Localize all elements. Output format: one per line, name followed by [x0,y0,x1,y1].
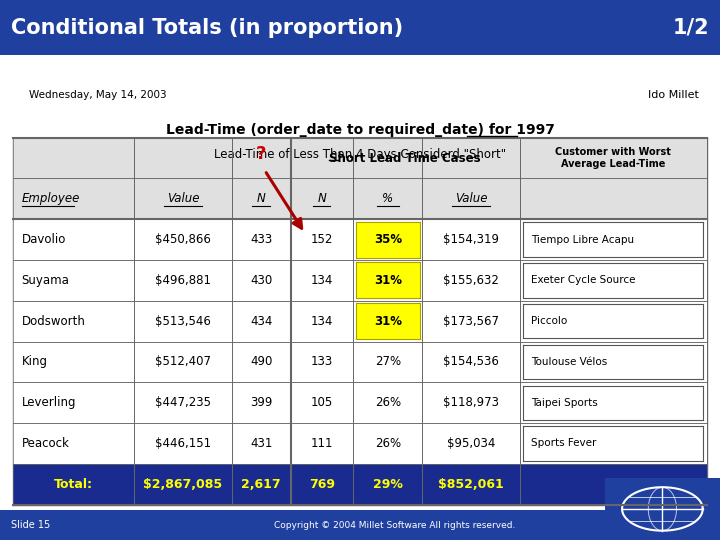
Text: Taipei Sports: Taipei Sports [531,397,598,408]
Text: 134: 134 [310,274,333,287]
Text: 769: 769 [309,478,335,491]
Text: 133: 133 [311,355,333,368]
Text: Slide 15: Slide 15 [11,520,50,530]
Text: $2,867,085: $2,867,085 [143,478,222,491]
Text: 152: 152 [310,233,333,246]
Text: ?: ? [256,145,266,163]
Text: King: King [22,355,48,368]
Text: Tiempo Libre Acapu: Tiempo Libre Acapu [531,234,634,245]
Text: 2,617: 2,617 [241,478,281,491]
Text: 1/2: 1/2 [672,17,709,37]
Text: Lead-Time (order_date to required_date) for 1997: Lead-Time (order_date to required_date) … [166,123,554,137]
Text: 29%: 29% [373,478,402,491]
Text: 399: 399 [250,396,272,409]
Text: Total:: Total: [54,478,93,491]
Text: $447,235: $447,235 [155,396,211,409]
Text: $173,567: $173,567 [443,315,499,328]
Text: $512,407: $512,407 [155,355,211,368]
Text: $513,546: $513,546 [155,315,211,328]
Text: 434: 434 [250,315,272,328]
Text: 111: 111 [310,437,333,450]
Text: N: N [257,192,266,205]
Text: Exeter Cycle Source: Exeter Cycle Source [531,275,636,285]
Text: $118,973: $118,973 [443,396,499,409]
Text: Piccolo: Piccolo [531,316,567,326]
Text: Conditional Totals (in proportion): Conditional Totals (in proportion) [11,17,403,37]
Text: Copyright © 2004 Millet Software All rights reserved.: Copyright © 2004 Millet Software All rig… [274,521,515,530]
Text: %: % [382,192,393,205]
Text: $154,319: $154,319 [443,233,499,246]
Text: 27%: 27% [374,355,401,368]
Text: Wednesday, May 14, 2003: Wednesday, May 14, 2003 [29,90,166,100]
Text: Peacock: Peacock [22,437,69,450]
Text: $446,151: $446,151 [155,437,211,450]
Text: Employee: Employee [22,192,80,205]
Text: Customer with Worst
Average Lead-Time: Customer with Worst Average Lead-Time [555,147,671,169]
Text: Dodsworth: Dodsworth [22,315,86,328]
Text: 31%: 31% [374,274,402,287]
Text: Toulouse Vélos: Toulouse Vélos [531,357,608,367]
Text: 105: 105 [311,396,333,409]
Text: Value: Value [167,192,199,205]
Text: Sports Fever: Sports Fever [531,438,597,448]
Text: Short Lead Time Cases: Short Lead Time Cases [329,152,481,165]
Text: $95,034: $95,034 [447,437,495,450]
Text: $852,061: $852,061 [438,478,504,491]
Text: 26%: 26% [374,396,401,409]
Text: Ido Millet: Ido Millet [647,90,698,100]
Text: 431: 431 [250,437,272,450]
Text: Davolio: Davolio [22,233,66,246]
Text: Value: Value [455,192,487,205]
Text: 490: 490 [250,355,272,368]
Text: 31%: 31% [374,315,402,328]
Text: 134: 134 [310,315,333,328]
Text: Leverling: Leverling [22,396,76,409]
Text: 430: 430 [250,274,272,287]
Text: 433: 433 [250,233,272,246]
Text: $154,536: $154,536 [443,355,499,368]
Text: $155,632: $155,632 [443,274,499,287]
Text: Lead-Time (order_date to required_date) for 1997: Lead-Time (order_date to required_date) … [166,123,554,137]
Text: 35%: 35% [374,233,402,246]
Text: $496,881: $496,881 [155,274,211,287]
Text: $450,866: $450,866 [155,233,211,246]
Text: Lead-Time of Less Than 4 Days Considerd "Short": Lead-Time of Less Than 4 Days Considerd … [214,148,506,161]
Text: Suyama: Suyama [22,274,69,287]
Text: 26%: 26% [374,437,401,450]
Text: N: N [318,192,326,205]
